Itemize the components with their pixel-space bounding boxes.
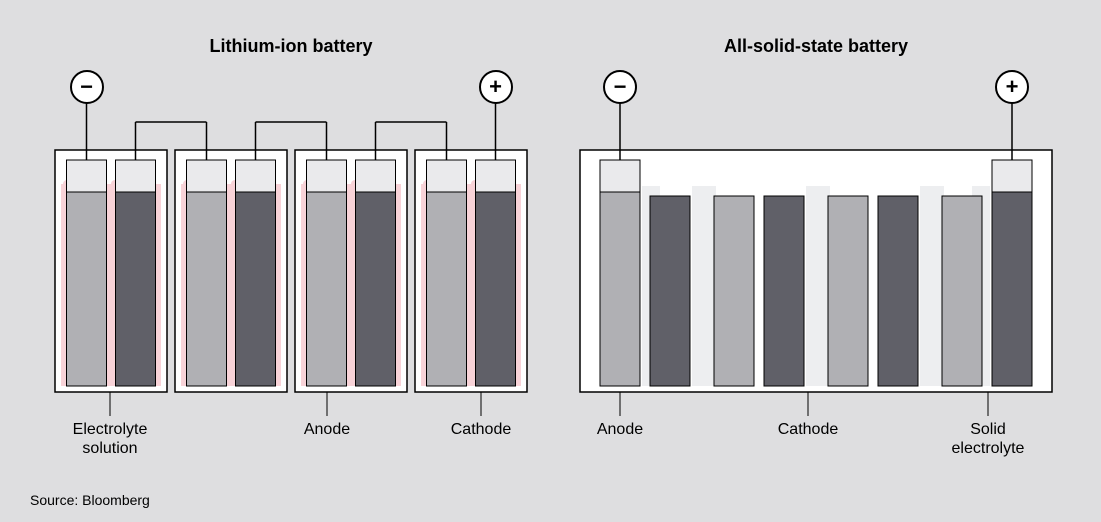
- plus-icon: +: [995, 70, 1029, 104]
- plus-icon: +: [479, 70, 513, 104]
- right-title: All-solid-state battery: [580, 36, 1052, 57]
- label-anode: Anode: [570, 420, 670, 439]
- diagram-canvas: Lithium-ion battery All-solid-state batt…: [0, 0, 1101, 522]
- label-cathode: Cathode: [758, 420, 858, 439]
- label-solid-electrolyte: Solidelectrolyte: [928, 420, 1048, 458]
- source-text: Source: Bloomberg: [30, 492, 150, 508]
- left-title: Lithium-ion battery: [55, 36, 527, 57]
- label-anode: Anode: [277, 420, 377, 439]
- minus-icon: −: [70, 70, 104, 104]
- label-electrolyte-solution: Electrolytesolution: [50, 420, 170, 458]
- minus-icon: −: [603, 70, 637, 104]
- label-cathode: Cathode: [431, 420, 531, 439]
